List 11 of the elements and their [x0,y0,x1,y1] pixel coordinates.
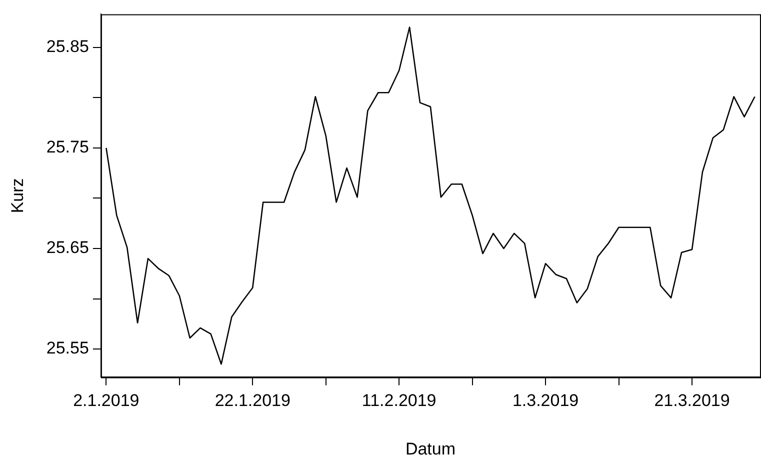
y-tick-label: 25.65 [46,238,89,258]
y-axis-title: Kurz [8,178,27,214]
x-tick-label: 1.3.2019 [512,391,579,410]
x-tick-label: 11.2.2019 [362,391,436,410]
x-tick-label: 21.3.2019 [654,391,730,410]
x-tick-label: 22.1.2019 [214,391,290,410]
x-axis-title: Datum [405,439,456,458]
y-tick-label: 25.85 [46,37,89,56]
y-tick-label: 25.75 [46,138,89,157]
x-tick-label: 2.1.2019 [73,391,140,410]
y-tick-label: 25.55 [46,338,89,358]
